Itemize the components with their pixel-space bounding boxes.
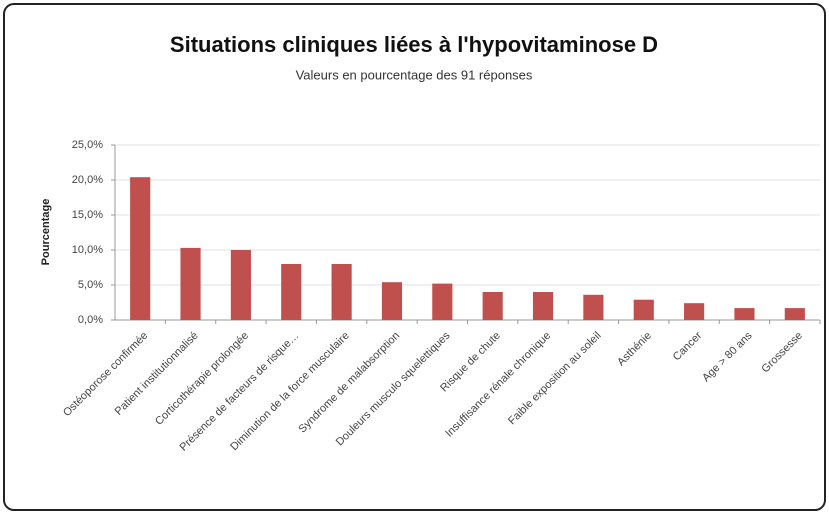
bar	[583, 294, 604, 320]
bar	[482, 292, 503, 320]
bar	[432, 283, 453, 320]
chart-border	[3, 3, 826, 511]
bar	[784, 308, 805, 320]
bar	[734, 308, 755, 320]
bar	[684, 303, 705, 320]
y-tick-label: 20,0%	[72, 174, 103, 186]
y-tick-label: 25,0%	[72, 139, 103, 151]
bar	[130, 177, 151, 320]
y-tick-label: 15,0%	[72, 209, 103, 221]
bar	[331, 264, 352, 320]
y-axis-label: Pourcentage	[40, 199, 52, 266]
chart-title: Situations cliniques liées à l'hypovitam…	[170, 32, 658, 57]
bar	[281, 264, 302, 320]
y-tick-label: 0,0%	[78, 314, 103, 326]
bar	[230, 250, 251, 320]
bar	[381, 282, 403, 320]
bar	[633, 299, 654, 320]
bar	[180, 247, 201, 320]
y-tick-label: 10,0%	[72, 244, 103, 256]
chart-subtitle: Valeurs en pourcentage des 91 réponses	[296, 67, 533, 82]
bar	[532, 292, 554, 320]
y-tick-label: 5,0%	[78, 279, 103, 291]
